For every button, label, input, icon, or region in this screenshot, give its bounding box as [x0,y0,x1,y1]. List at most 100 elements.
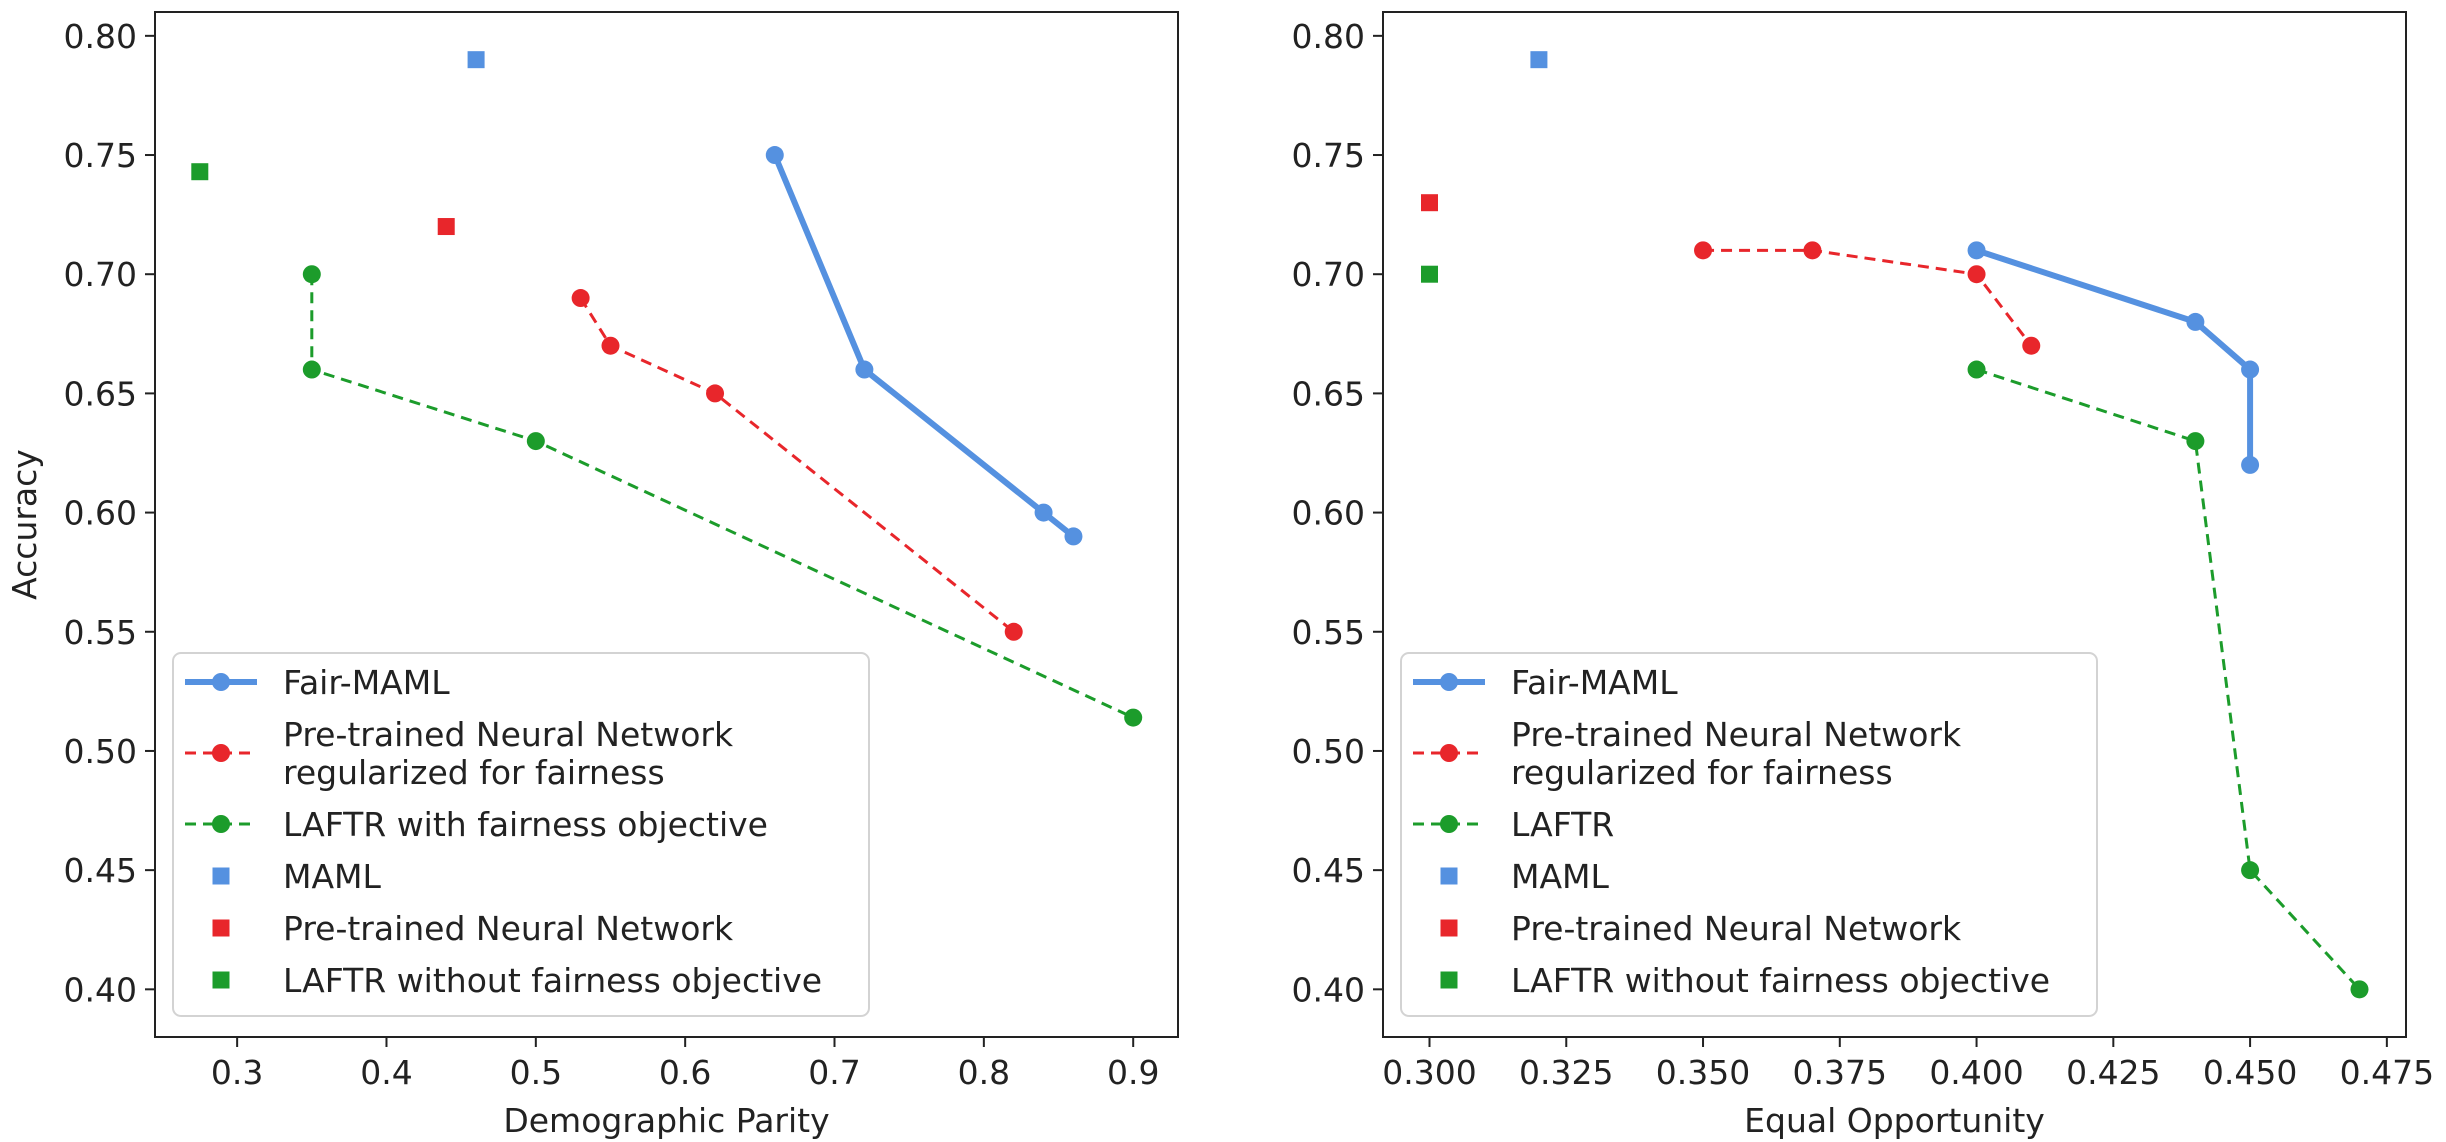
legend-label: MAML [283,857,382,896]
legend-marker [1440,919,1458,937]
data-point [526,432,545,451]
legend-label: Pre-trained Neural Network [1511,909,1962,948]
legend-marker [1440,744,1458,762]
legend-marker [212,867,230,885]
x-tick-label: 0.325 [1519,1053,1613,1092]
data-point [2186,312,2205,331]
data-point [191,163,209,181]
series-laftr [1967,360,2369,999]
x-axis-label: Demographic Parity [503,1101,829,1140]
series-fair-maml [765,146,1083,546]
data-point [2241,861,2260,880]
data-point [2241,360,2260,379]
legend-box [1400,652,2098,1017]
legend-label: MAML [1511,857,1610,896]
series-fair-maml [1967,241,2260,474]
legend-marker [1440,867,1458,885]
data-point [1124,708,1143,727]
data-point [1694,241,1713,260]
y-tick-label: 0.75 [1292,136,1365,175]
series-pre-trained-neural-network [437,218,455,236]
data-point [706,384,725,403]
series-laftr-without-fairness-objective [1421,265,1438,283]
legend-label: LAFTR with fairness objective [283,805,768,844]
y-tick-label: 0.80 [1292,17,1365,56]
data-point [1421,194,1438,212]
x-tick-label: 0.4 [360,1053,412,1092]
legend-entry-maml: MAML [1440,857,1610,896]
data-point [302,265,321,284]
series-pre-trained-neural-network-regularized-for-fairness [571,289,1023,641]
x-tick-label: 0.375 [1793,1053,1887,1092]
x-tick-label: 0.450 [2203,1053,2297,1092]
y-tick-label: 0.70 [1292,255,1365,294]
series-maml [1530,51,1548,69]
y-tick-label: 0.70 [64,255,137,294]
y-tick-label: 0.75 [64,136,137,175]
series-laftr-without-fairness-objective [191,163,209,181]
legend-entry-laftr: LAFTR [1413,805,1614,844]
y-tick-label: 0.45 [64,851,137,890]
series-laftr-with-fairness-objective [302,265,1143,727]
data-point [1967,241,1986,260]
x-tick-label: 0.400 [1929,1053,2023,1092]
data-point [1530,51,1548,69]
legend-entry-pre-trained-neural-network: Pre-trained Neural Network [212,909,734,948]
x-axis-label: Equal Opportunity [1744,1101,2045,1140]
legend-label: Pre-trained Neural Network [283,909,734,948]
data-point [1034,503,1053,522]
plot-frame [154,11,1179,1038]
data-point [2022,336,2041,355]
legend-label: Pre-trained Neural Network [283,715,734,754]
panel-demographic-parity: 0.3 0.4 0.5 0.6 0.7 0.8 0.9 0.40 0.45 0.50 0.55 0.6… [5,11,1179,1140]
y-tick-label: 0.55 [1292,613,1365,652]
legend-label: LAFTR without fairness objective [283,961,822,1000]
x-tick-label: 0.350 [1656,1053,1750,1092]
series-line [1973,247,2254,468]
x-tick-label: 0.6 [659,1053,711,1092]
series-line [771,152,1077,540]
legend-label: Fair-MAML [1511,663,1678,702]
data-point [2350,980,2369,999]
series-pre-trained-neural-network [1421,194,1438,212]
series-line [1976,368,2361,991]
legend-label: LAFTR [1511,805,1614,844]
data-point [2241,455,2260,474]
series-line [579,297,1015,633]
panel-equal-opportunity: 0.300 0.325 0.350 0.375 0.400 0.425 0.450 0.475… [1292,11,2434,1140]
series-line [1703,248,2033,347]
legend-marker [212,744,230,762]
legend-marker [1440,815,1458,833]
data-point [1967,360,1986,379]
x-tick-label: 0.7 [808,1053,860,1092]
y-tick-label: 0.40 [1292,970,1365,1009]
legend-label: regularized for fairness [283,753,665,792]
legend-label: regularized for fairness [1511,753,1893,792]
series-pre-trained-neural-network-regularized-for-fairness [1694,241,2041,355]
legend-entry-fair-maml: Fair-MAML [185,663,450,702]
x-tick-label: 0.425 [2066,1053,2160,1092]
y-axis-label: Accuracy [5,449,44,600]
y-tick-label: 0.65 [1292,374,1365,413]
legend-entry-pre-trained-neural-network: Pre-trained Neural Network [1440,909,1962,948]
y-tick-label: 0.50 [64,732,137,771]
legend-entry-laftr-without-fairness-objective: LAFTR without fairness objective [1440,961,2050,1000]
data-point [467,51,485,69]
data-point [1967,265,1986,284]
legend-label: LAFTR without fairness objective [1511,961,2050,1000]
plot-frame [1382,11,2407,1038]
legend-marker [1440,971,1458,989]
y-tick-label: 0.60 [64,494,137,533]
legend-entry-maml: MAML [212,857,382,896]
legend-marker [212,815,230,833]
x-tick-label: 0.300 [1382,1053,1476,1092]
y-tick-label: 0.40 [64,970,137,1009]
legend-marker [212,673,230,691]
data-point [571,289,590,308]
series-maml [467,51,485,69]
